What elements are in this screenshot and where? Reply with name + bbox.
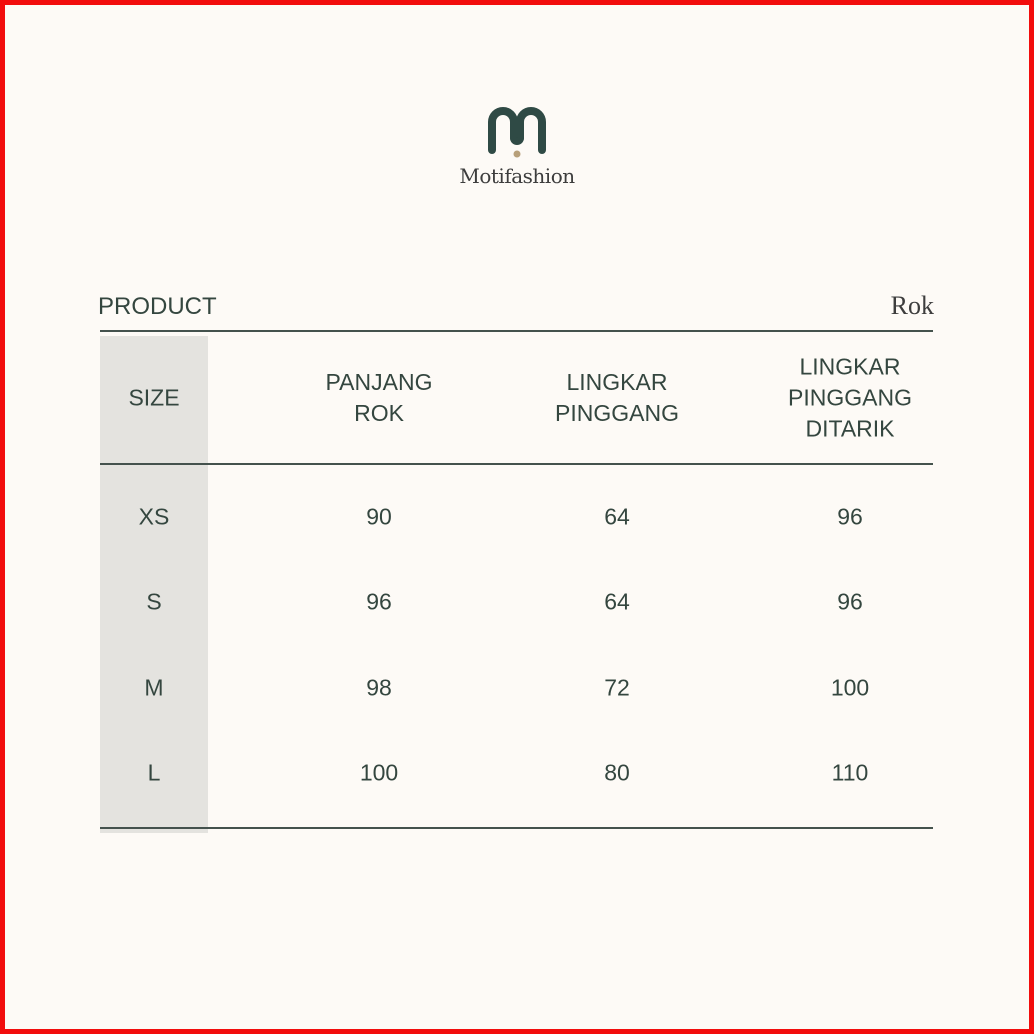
measurement-cell: 100 [359, 759, 399, 786]
measurement-cell: 98 [366, 674, 392, 701]
header-cell: LINGKAR PINGGANG [555, 369, 679, 426]
product-label: PRODUCT [98, 293, 217, 320]
measurement-cell: 96 [837, 503, 863, 530]
header-cell: PANJANG ROK [325, 369, 433, 426]
measurement-cell: 64 [604, 588, 630, 615]
motifashion-logo-icon [488, 107, 546, 158]
size-cell: M [144, 674, 164, 701]
size-column-background [100, 336, 208, 833]
measurement-cell: 100 [830, 674, 870, 701]
product-value: Rok [890, 291, 934, 320]
logo: Motifashion [5, 100, 1029, 188]
size-cell: S [146, 588, 162, 615]
measurement-cell: 80 [604, 759, 630, 786]
header-divider [100, 463, 933, 465]
header-cell: LINGKAR PINGGANG DITARIK [788, 353, 912, 442]
header-cell: SIZE [128, 384, 180, 411]
size-cell: L [147, 759, 161, 786]
measurement-cell: 96 [366, 588, 392, 615]
measurement-cell: 72 [604, 674, 630, 701]
measurement-cell: 96 [837, 588, 863, 615]
table-top-divider [100, 330, 933, 332]
brand-name: Motifashion [459, 164, 575, 188]
table-bottom-divider [100, 827, 933, 829]
measurement-cell: 110 [831, 759, 869, 786]
measurement-cell: 64 [604, 503, 630, 530]
measurement-cell: 90 [366, 503, 392, 530]
size-cell: XS [138, 503, 170, 530]
